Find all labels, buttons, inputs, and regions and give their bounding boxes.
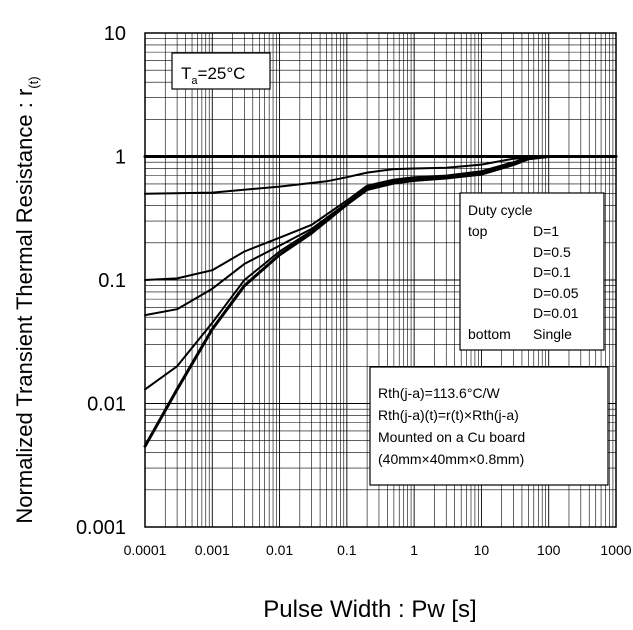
temp-sub: a xyxy=(191,75,198,87)
series-line-single xyxy=(143,155,618,448)
x-tick-labels: 0.0001 0.001 0.01 0.1 1 10 100 1000 xyxy=(124,542,632,558)
series-line-d-0-5 xyxy=(144,155,617,195)
x-tick-label: 1 xyxy=(410,542,418,558)
y-axis-title: Normalized Transient Thermal Resistance … xyxy=(12,76,41,523)
svg-text:Ta=25°C: Ta=25°C xyxy=(181,64,245,87)
info-box: Rth(j-a)=113.6°C/W Rth(j-a)(t)=r(t)×Rth(… xyxy=(369,366,609,486)
legend-entry: D=0.01 xyxy=(533,305,579,321)
x-axis-title: Pulse Width : Pw [s] xyxy=(263,596,476,623)
x-tick-label: 0.1 xyxy=(337,542,357,558)
y-tick-labels: 0.001 0.01 0.1 1 10 xyxy=(76,23,126,539)
y-tick-label: 0.1 xyxy=(98,270,126,292)
legend-entry: D=0.5 xyxy=(533,244,571,260)
y-axis-title-main: Normalized Transient Thermal Resistance … xyxy=(12,89,37,524)
x-tick-label: 0.001 xyxy=(195,542,230,558)
legend-entry: D=0.05 xyxy=(533,285,579,301)
info-line: Rth(j-a)(t)=r(t)×Rth(j-a) xyxy=(378,407,519,423)
x-tick-label: 100 xyxy=(537,542,561,558)
y-tick-label: 0.001 xyxy=(76,517,126,539)
info-line: Mounted on a Cu board xyxy=(378,429,525,445)
legend-entry: D=1 xyxy=(533,223,559,239)
x-tick-label: 1000 xyxy=(600,542,631,558)
legend-top-label: top xyxy=(468,223,488,239)
y-axis-title-sub: (t) xyxy=(26,76,41,88)
temp-main: T xyxy=(181,64,191,83)
info-line: (40mm×40mm×0.8mm) xyxy=(378,451,524,467)
info-line: Rth(j-a)=113.6°C/W xyxy=(378,385,500,401)
legend: Duty cycle top D=1 D=0.5 D=0.1 D=0.05 D=… xyxy=(459,192,605,351)
x-tick-label: 10 xyxy=(474,542,490,558)
temp-rest: =25°C xyxy=(198,64,246,83)
legend-entry: D=0.1 xyxy=(533,264,571,280)
y-tick-label: 0.01 xyxy=(87,394,126,416)
y-tick-label: 1 xyxy=(115,147,126,169)
legend-title: Duty cycle xyxy=(468,202,533,218)
temperature-annotation: Ta=25°C xyxy=(171,52,271,90)
x-tick-label: 0.0001 xyxy=(124,542,167,558)
series-group xyxy=(143,155,618,448)
x-tick-label: 0.01 xyxy=(266,542,293,558)
legend-bottom-label: bottom xyxy=(468,326,511,342)
legend-entry: Single xyxy=(533,326,572,342)
y-tick-label: 10 xyxy=(104,23,126,45)
